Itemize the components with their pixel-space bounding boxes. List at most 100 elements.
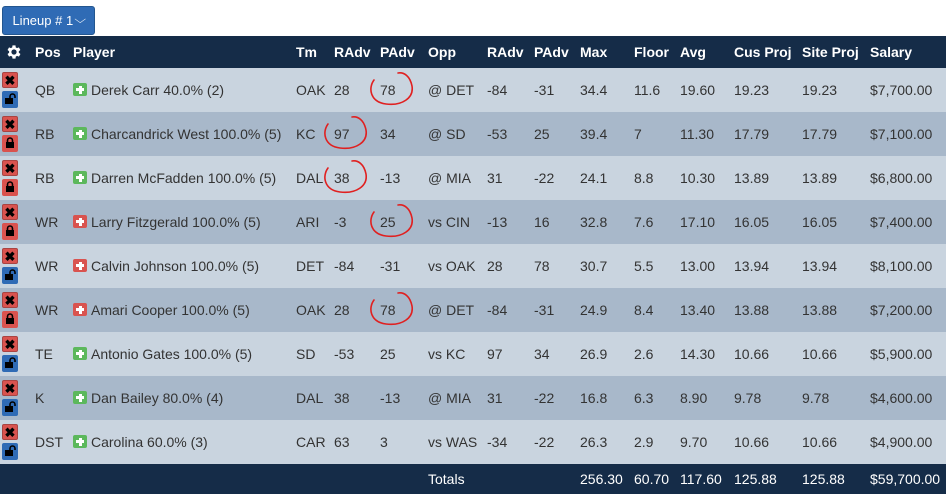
player-cell: Amari Cooper 100.0% (5)	[69, 288, 292, 332]
cell-max: 24.9	[576, 288, 630, 332]
cell-radv: 38	[330, 376, 376, 420]
lock-icon[interactable]	[2, 311, 18, 328]
cell-salary: $7,400.00	[866, 200, 946, 244]
player-cell: Calvin Johnson 100.0% (5)	[69, 244, 292, 288]
column-header-floor[interactable]: Floor	[630, 36, 676, 68]
column-header-opp[interactable]: Opp	[424, 36, 483, 68]
cell-max: 34.4	[576, 68, 630, 112]
cell-floor: 8.8	[630, 156, 676, 200]
cell-value: $5,900.00	[870, 346, 933, 362]
cell-value: K	[35, 390, 45, 406]
cell-value: 9.70	[680, 434, 708, 450]
cell-cus-proj: 19.23	[730, 68, 798, 112]
cell-opp: @ SD	[424, 112, 483, 156]
settings-header[interactable]	[0, 36, 31, 68]
cell-cus-proj: 10.66	[730, 420, 798, 464]
cell-value: $7,400.00	[870, 214, 933, 230]
cell-opp-padv: 34	[530, 332, 576, 376]
cell-value: 25	[534, 126, 550, 142]
cell-salary: $7,700.00	[866, 68, 946, 112]
player-name[interactable]: Darren McFadden 100.0% (5)	[91, 170, 277, 186]
lineup-dropdown-button[interactable]: Lineup # 1 ⌵	[2, 6, 95, 35]
cell-tm: DET	[292, 244, 330, 288]
cell-value: 19.23	[734, 82, 770, 98]
cell-value: vs KC	[428, 346, 466, 362]
table-row: ✖ DST Carolina 60.0% (3) CAR 63 3 vs WAS -34 -22…	[0, 420, 946, 464]
gear-icon[interactable]	[5, 43, 23, 61]
cell-site-proj: 13.88	[798, 288, 866, 332]
column-header-opp-padv[interactable]: PAdv	[530, 36, 576, 68]
remove-player-icon[interactable]: ✖	[2, 380, 18, 396]
cell-radv: -3	[330, 200, 376, 244]
totals-cus-proj: 125.88	[730, 464, 798, 494]
remove-player-icon[interactable]: ✖	[2, 116, 18, 132]
player-name[interactable]: Antonio Gates 100.0% (5)	[91, 346, 253, 362]
row-controls: ✖	[0, 112, 31, 156]
cell-value: $6,800.00	[870, 170, 933, 186]
column-header-radv[interactable]: RAdv	[330, 36, 376, 68]
unlock-icon[interactable]	[2, 355, 18, 372]
remove-player-icon[interactable]: ✖	[2, 160, 18, 176]
cell-opp-padv: -22	[530, 420, 576, 464]
health-status-green-icon	[73, 347, 87, 360]
cell-floor: 6.3	[630, 376, 676, 420]
player-name[interactable]: Larry Fitzgerald 100.0% (5)	[91, 214, 261, 230]
cell-opp: @ DET	[424, 68, 483, 112]
player-name[interactable]: Charcandrick West 100.0% (5)	[91, 126, 282, 142]
cell-value: -53	[334, 346, 355, 362]
unlock-icon[interactable]	[2, 443, 18, 460]
cell-value: 10.66	[734, 434, 770, 450]
cell-avg: 17.10	[676, 200, 730, 244]
player-cell: Charcandrick West 100.0% (5)	[69, 112, 292, 156]
player-name[interactable]: Amari Cooper 100.0% (5)	[91, 302, 250, 318]
cell-tm: CAR	[292, 420, 330, 464]
player-name[interactable]: Dan Bailey 80.0% (4)	[91, 390, 224, 406]
remove-player-icon[interactable]: ✖	[2, 204, 18, 220]
column-header-avg[interactable]: Avg	[676, 36, 730, 68]
lock-icon[interactable]	[2, 135, 18, 152]
cell-padv: -31	[376, 244, 424, 288]
column-header-padv[interactable]: PAdv	[376, 36, 424, 68]
column-header-opp-radv[interactable]: RAdv	[483, 36, 530, 68]
remove-player-icon[interactable]: ✖	[2, 336, 18, 352]
lock-icon[interactable]	[2, 223, 18, 240]
cell-max: 26.9	[576, 332, 630, 376]
cell-salary: $8,100.00	[866, 244, 946, 288]
cell-value: 13.88	[734, 302, 770, 318]
table-row: ✖ TE Antonio Gates 100.0% (5) SD -53 25 vs KC 9…	[0, 332, 946, 376]
player-name[interactable]: Derek Carr 40.0% (2)	[91, 82, 225, 98]
column-header-site-proj[interactable]: Site Proj	[798, 36, 866, 68]
cell-padv: 78	[370, 68, 424, 112]
cell-value: -22	[534, 170, 555, 186]
cell-opp: vs WAS	[424, 420, 483, 464]
remove-player-icon[interactable]: ✖	[2, 424, 18, 440]
column-header-tm[interactable]: Tm	[292, 36, 330, 68]
remove-player-icon[interactable]: ✖	[2, 72, 18, 88]
player-name[interactable]: Carolina 60.0% (3)	[91, 434, 208, 450]
cell-value: 19.60	[680, 82, 716, 98]
cell-value: SD	[296, 346, 316, 362]
injury-status-red-icon	[73, 259, 87, 272]
cell-value: QB	[35, 82, 56, 98]
column-header-pos[interactable]: Pos	[31, 36, 69, 68]
cell-value: 10.66	[734, 346, 770, 362]
cell-value: 13.89	[802, 170, 838, 186]
player-name[interactable]: Calvin Johnson 100.0% (5)	[91, 258, 260, 274]
lock-icon[interactable]	[2, 179, 18, 196]
column-header-player[interactable]: Player	[69, 36, 292, 68]
totals-row: Totals 256.30 60.70 117.60 125.88 125.88…	[0, 464, 946, 494]
remove-player-icon[interactable]: ✖	[2, 292, 18, 308]
unlock-icon[interactable]	[2, 267, 18, 284]
cell-site-proj: 10.66	[798, 332, 866, 376]
cell-value: 97	[487, 346, 503, 362]
column-header-salary[interactable]: Salary	[866, 36, 946, 68]
cell-max: 16.8	[576, 376, 630, 420]
column-header-max[interactable]: Max	[576, 36, 630, 68]
remove-player-icon[interactable]: ✖	[2, 248, 18, 264]
column-header-cus-proj[interactable]: Cus Proj	[730, 36, 798, 68]
cell-tm: OAK	[292, 288, 330, 332]
cell-value: 16.05	[734, 214, 770, 230]
cell-value: 19.23	[802, 82, 838, 98]
unlock-icon[interactable]	[2, 399, 18, 416]
unlock-icon[interactable]	[2, 91, 18, 108]
